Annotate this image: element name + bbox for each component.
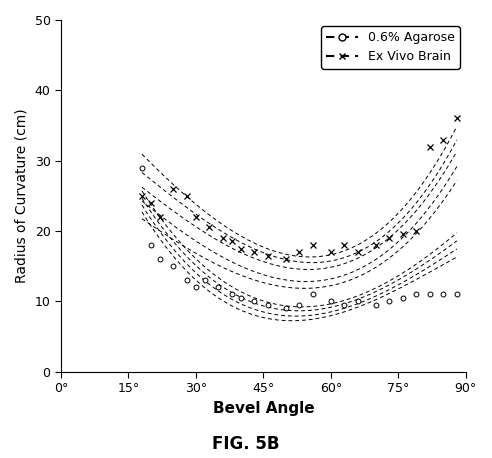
- Y-axis label: Radius of Curvature (cm): Radius of Curvature (cm): [15, 109, 29, 283]
- X-axis label: Bevel Angle: Bevel Angle: [213, 400, 314, 415]
- Legend: 0.6% Agarose, Ex Vivo Brain: 0.6% Agarose, Ex Vivo Brain: [321, 26, 460, 69]
- Text: FIG. 5B: FIG. 5B: [212, 436, 280, 453]
